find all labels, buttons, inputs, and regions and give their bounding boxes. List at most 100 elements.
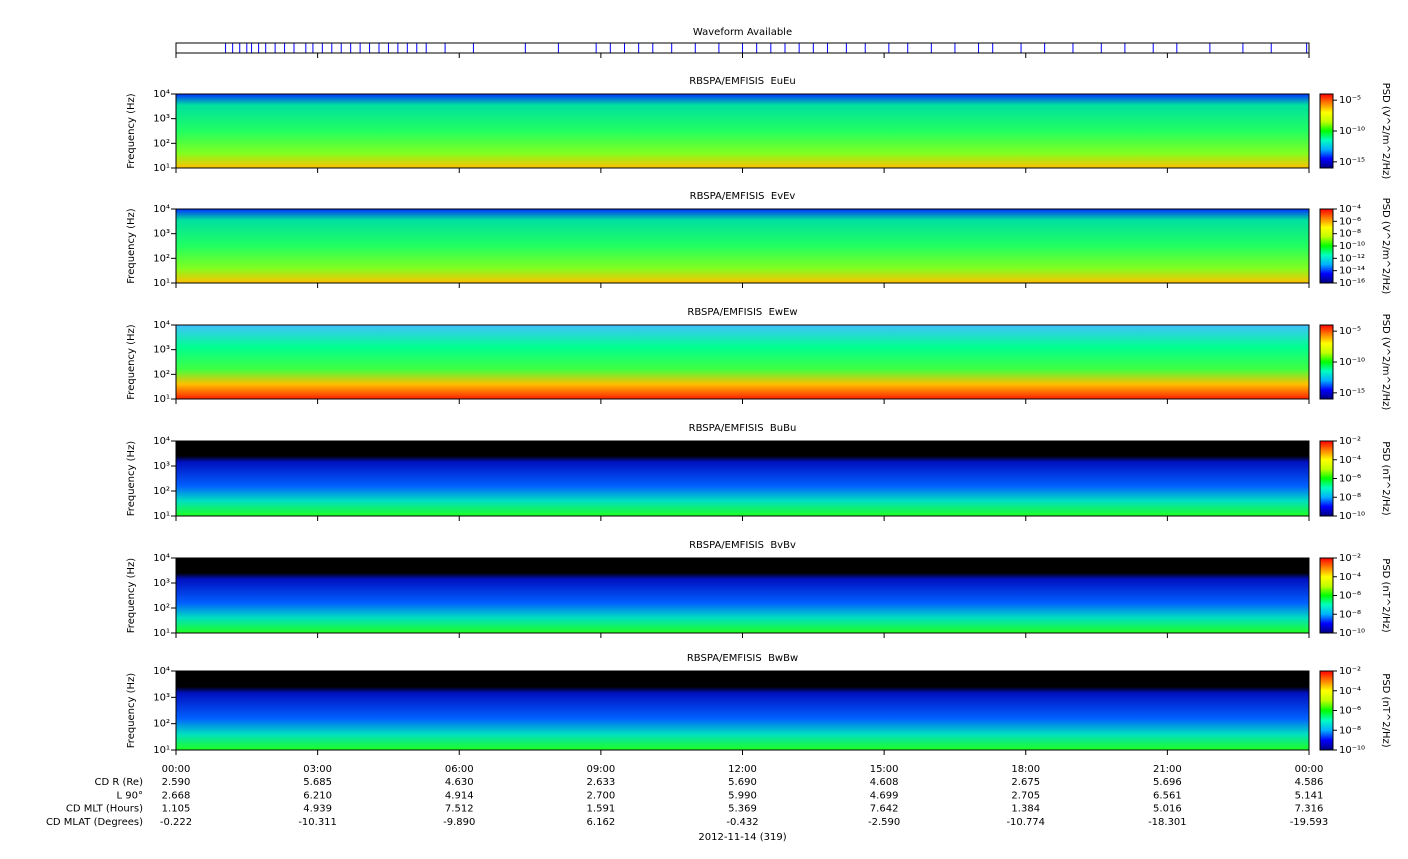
ephemeris-value: 4.608 — [870, 777, 899, 788]
colorbar-tick-label: 10⁻⁸ — [1339, 229, 1361, 240]
colorbar-tick-label: 10⁻¹⁰ — [1339, 357, 1365, 368]
ephemeris-value: 5.141 — [1295, 790, 1324, 801]
colorbar-tick-label: 10⁻⁶ — [1339, 591, 1361, 602]
ephemeris-value: 1.384 — [1011, 804, 1040, 815]
y-tick-label: 10¹ — [153, 163, 170, 174]
ephemeris-value: 2.668 — [162, 790, 191, 801]
colorbar-tick-label: 10⁻⁶ — [1339, 216, 1361, 227]
ephemeris-value: -10.311 — [298, 817, 337, 828]
date-label: 2012-11-14 (319) — [698, 832, 786, 843]
spectrogram-image — [176, 325, 1309, 399]
panel-title: RBSPA/EMFISIS BwBw — [687, 653, 798, 664]
colorbar-tick-label: 10⁻⁴ — [1339, 686, 1361, 697]
ephemeris-value: -9.890 — [443, 817, 475, 828]
x-tick-label: 15:00 — [870, 764, 899, 775]
y-tick-label: 10³ — [153, 114, 170, 125]
y-tick-label: 10¹ — [153, 511, 170, 522]
ephemeris-value: 2.705 — [1011, 790, 1040, 801]
ephemeris-value: 5.016 — [1153, 804, 1182, 815]
colorbar-tick-label: 10⁻¹⁰ — [1339, 241, 1365, 252]
colorbar — [1319, 557, 1334, 634]
ephemeris-value: 7.642 — [870, 804, 899, 815]
ephemeris-value: 6.162 — [587, 817, 616, 828]
y-tick-label: 10³ — [153, 578, 170, 589]
x-tick-label: 00:00 — [1295, 764, 1324, 775]
spectrogram-image — [176, 441, 1309, 516]
y-tick-label: 10³ — [153, 345, 170, 356]
colorbar-tick-label: 10⁻⁵ — [1339, 326, 1361, 337]
ephemeris-value: 7.316 — [1295, 804, 1324, 815]
y-tick-label: 10² — [153, 138, 170, 149]
ephemeris-label: CD MLT (Hours) — [66, 804, 143, 815]
y-tick-label: 10³ — [153, 692, 170, 703]
ephemeris-value: 1.105 — [162, 804, 191, 815]
spectrogram-image — [176, 558, 1309, 633]
ephemeris-value: 7.512 — [445, 804, 474, 815]
colorbar-tick-label: 10⁻¹² — [1339, 253, 1365, 264]
ephemeris-value: 5.685 — [303, 777, 332, 788]
y-tick-label: 10⁴ — [153, 436, 170, 447]
y-axis-label: Frequency (Hz) — [126, 208, 137, 284]
colorbar-tick-label: 10⁻¹⁰ — [1339, 511, 1365, 522]
colorbar-label: PSD (V^2/m^2/Hz) — [1380, 83, 1391, 180]
y-tick-label: 10² — [153, 486, 170, 497]
ephemeris-label: L 90° — [117, 790, 143, 801]
y-tick-label: 10⁴ — [153, 320, 170, 331]
x-tick-label: 18:00 — [1011, 764, 1040, 775]
colorbar-tick-label: 10⁻⁸ — [1339, 609, 1361, 620]
colorbar-tick-label: 10⁻¹⁰ — [1339, 745, 1365, 756]
panel-title: RBSPA/EMFISIS EwEw — [687, 307, 797, 318]
ephemeris-value: 5.696 — [1153, 777, 1182, 788]
spectrogram-image — [176, 209, 1309, 283]
x-tick-label: 03:00 — [303, 764, 332, 775]
y-axis-label: Frequency (Hz) — [126, 324, 137, 400]
panel-title: RBSPA/EMFISIS EuEu — [689, 76, 796, 87]
ephemeris-value: 5.990 — [728, 790, 757, 801]
ephemeris-value: 4.630 — [445, 777, 474, 788]
colorbar-tick-label: 10⁻² — [1339, 436, 1361, 447]
ephemeris-value: 4.586 — [1295, 777, 1324, 788]
ephemeris-label: CD MLAT (Degrees) — [46, 817, 143, 828]
colorbar-tick-label: 10⁻¹⁵ — [1339, 388, 1365, 399]
ephemeris-value: 2.675 — [1011, 777, 1040, 788]
ephemeris-value: 1.591 — [587, 804, 616, 815]
x-tick-label: 06:00 — [445, 764, 474, 775]
y-axis-label: Frequency (Hz) — [126, 441, 137, 517]
ephemeris-value: 4.914 — [445, 790, 474, 801]
y-tick-label: 10¹ — [153, 745, 170, 756]
colorbar — [1319, 208, 1334, 284]
panel-title: RBSPA/EMFISIS BvBv — [689, 540, 796, 551]
colorbar-tick-label: 10⁻¹⁴ — [1339, 266, 1365, 277]
ephemeris-value: -2.590 — [868, 817, 900, 828]
ephemeris-value: 5.690 — [728, 777, 757, 788]
ephemeris-value: 4.699 — [870, 790, 899, 801]
y-axis-label: Frequency (Hz) — [126, 673, 137, 749]
y-tick-label: 10² — [153, 603, 170, 614]
spectrogram-image — [176, 671, 1309, 750]
y-tick-label: 10³ — [153, 461, 170, 472]
y-tick-label: 10² — [153, 253, 170, 264]
ephemeris-value: 6.210 — [303, 790, 332, 801]
colorbar-tick-label: 10⁻¹⁵ — [1339, 157, 1365, 168]
colorbar-tick-label: 10⁻⁴ — [1339, 204, 1361, 215]
colorbar-tick-label: 10⁻¹⁶ — [1339, 278, 1365, 289]
colorbar-tick-label: 10⁻⁶ — [1339, 706, 1361, 717]
x-tick-label: 21:00 — [1153, 764, 1182, 775]
y-tick-label: 10² — [153, 369, 170, 380]
x-tick-label: 00:00 — [162, 764, 191, 775]
ephemeris-value: -10.774 — [1006, 817, 1045, 828]
colorbar-tick-label: 10⁻¹⁰ — [1339, 628, 1365, 639]
colorbar-tick-label: 10⁻⁶ — [1339, 474, 1361, 485]
ephemeris-value: -0.432 — [726, 817, 758, 828]
ephemeris-value: -0.222 — [160, 817, 192, 828]
y-tick-label: 10¹ — [153, 394, 170, 405]
y-tick-label: 10¹ — [153, 628, 170, 639]
colorbar-tick-label: 10⁻⁴ — [1339, 455, 1361, 466]
y-axis-label: Frequency (Hz) — [126, 558, 137, 634]
colorbar-label: PSD (nT^2/Hz) — [1380, 558, 1391, 632]
ephemeris-value: 4.939 — [303, 804, 332, 815]
colorbar-label: PSD (nT^2/Hz) — [1380, 673, 1391, 747]
x-tick-label: 09:00 — [586, 764, 615, 775]
colorbar — [1319, 324, 1334, 400]
